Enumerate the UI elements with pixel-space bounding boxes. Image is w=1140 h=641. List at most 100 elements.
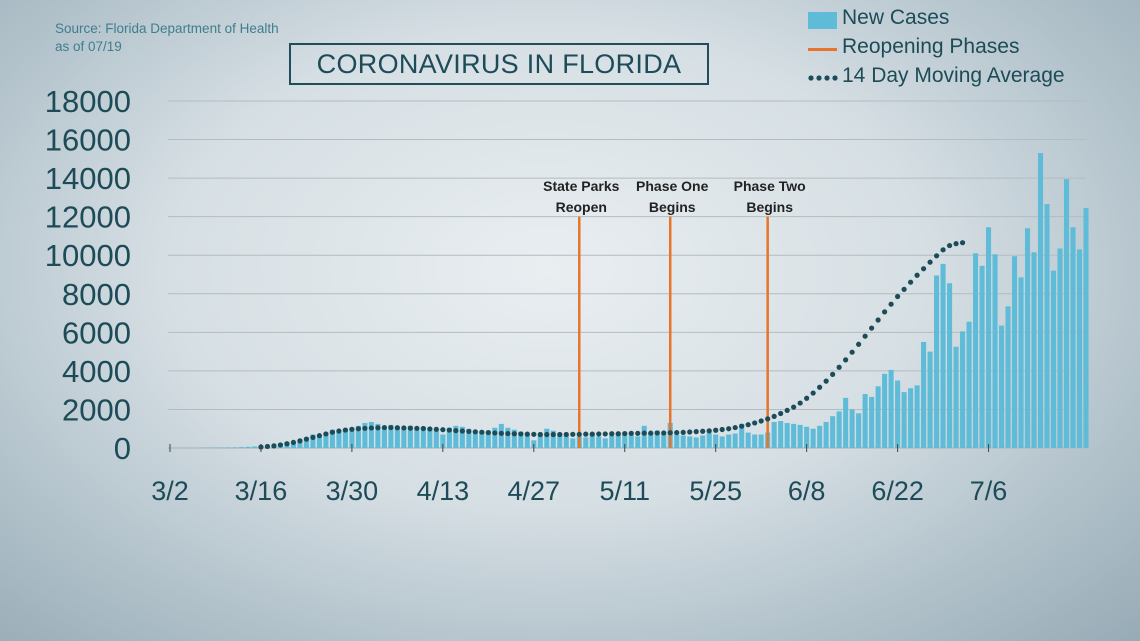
moving-average-point (719, 426, 725, 433)
bar-new-cases (420, 426, 426, 448)
annotation-label: Phase Two (734, 178, 806, 194)
bar-new-cases (544, 428, 550, 448)
moving-average-point (570, 431, 576, 437)
bar-new-cases (745, 432, 751, 448)
source-note: Source: Florida Department of Health as … (55, 20, 279, 56)
bar-new-cases (830, 416, 836, 448)
bar-new-cases (739, 423, 745, 448)
moving-average-point (901, 286, 907, 292)
bar-new-cases (966, 321, 972, 448)
moving-average-series (258, 240, 966, 450)
bar-new-cases (693, 437, 699, 448)
moving-average-point (284, 441, 290, 447)
bar-new-cases (355, 425, 361, 448)
bar-new-cases (953, 346, 959, 448)
moving-average-point (375, 425, 381, 431)
bar-new-cases (1037, 153, 1044, 449)
bar-new-cases (349, 427, 355, 448)
legend-label-reopening: Reopening Phases (842, 35, 1020, 58)
moving-average-point (888, 301, 894, 307)
moving-average-point (466, 428, 472, 435)
bar-new-cases (570, 438, 576, 448)
moving-average-point (953, 241, 959, 247)
moving-average-point (563, 431, 569, 438)
moving-average-point (329, 429, 336, 435)
bar-new-cases (882, 373, 888, 448)
bar-new-cases (1031, 252, 1037, 448)
moving-average-point (576, 431, 582, 437)
bar-new-cases (706, 432, 712, 448)
annotation-label: Begins (746, 199, 793, 215)
moving-average-point (609, 431, 615, 437)
moving-average-point (323, 431, 329, 437)
moving-average-point (784, 407, 790, 414)
moving-average-point (797, 400, 803, 406)
moving-average-point (700, 428, 706, 434)
bar-new-cases (771, 421, 777, 448)
moving-average-point (745, 422, 751, 428)
moving-average-point (349, 426, 355, 432)
bar-new-cases (778, 421, 784, 448)
moving-average-point (765, 416, 771, 422)
bar-new-cases (433, 429, 439, 448)
bar-new-cases (609, 435, 615, 448)
moving-average-point (537, 431, 543, 438)
moving-average-point (310, 434, 316, 440)
bar-new-cases (908, 388, 914, 448)
bar-new-cases (713, 434, 719, 448)
bar-new-cases (869, 396, 875, 448)
x-tick-label: 4/27 (508, 476, 561, 506)
moving-average-point (895, 293, 901, 300)
moving-average-point (550, 431, 556, 438)
bar-new-cases (524, 435, 530, 448)
annotation-label: Phase One (636, 178, 709, 194)
moving-average-point (641, 430, 647, 436)
reopening-phase-lines: State Parks Reopen Phase One Begins Phase Tw… (543, 178, 806, 448)
bar-new-cases (895, 380, 901, 448)
bar-new-cases (875, 386, 881, 448)
bar-new-cases (1044, 204, 1050, 448)
moving-average-point (518, 431, 524, 437)
bar-new-cases (687, 436, 693, 448)
bar-new-cases (602, 438, 608, 448)
bar-new-cases (310, 434, 316, 448)
bar-new-cases (823, 421, 829, 448)
bar-new-cases (940, 263, 946, 448)
moving-average-point (849, 349, 855, 355)
y-tick-label: 8000 (62, 277, 131, 312)
moving-average-point (355, 426, 361, 432)
bar-new-cases (323, 432, 329, 448)
moving-average-point (433, 426, 439, 432)
y-tick-label: 0 (114, 431, 131, 466)
bar-new-cases (817, 425, 823, 448)
moving-average-point (427, 426, 433, 432)
bar-new-cases (290, 442, 296, 448)
reopening-swatch (808, 48, 837, 51)
moving-average-point (388, 424, 394, 431)
bar-new-cases (485, 430, 491, 448)
y-tick-label: 18000 (45, 84, 131, 119)
bar-new-cases (719, 436, 725, 448)
moving-average-point (914, 272, 920, 278)
bar-new-cases (960, 331, 966, 448)
bar-new-cases (407, 425, 413, 448)
moving-average-point (946, 242, 953, 249)
bar-new-cases (1024, 228, 1031, 448)
bar-new-cases (856, 413, 862, 448)
as-of-date: as of 07/19 (55, 39, 122, 54)
bar-new-cases (375, 423, 381, 448)
bar-new-cases (505, 427, 511, 448)
bar-new-cases (726, 434, 732, 448)
bar-new-cases (843, 397, 849, 448)
bar-new-cases (622, 432, 628, 448)
moving-average-point (446, 427, 452, 433)
bar-new-cases (453, 425, 459, 448)
moving-average-point (524, 431, 530, 437)
bar-new-cases (550, 430, 556, 448)
moving-average-point (316, 433, 323, 439)
bar-new-cases (388, 424, 394, 448)
bar-new-cases (1083, 207, 1089, 448)
bar-new-cases (492, 427, 498, 448)
x-axis: 3/2 3/16 3/30 4/13 4/27 5/11 5/25 6/8 6/22 7/6 (151, 444, 1007, 506)
